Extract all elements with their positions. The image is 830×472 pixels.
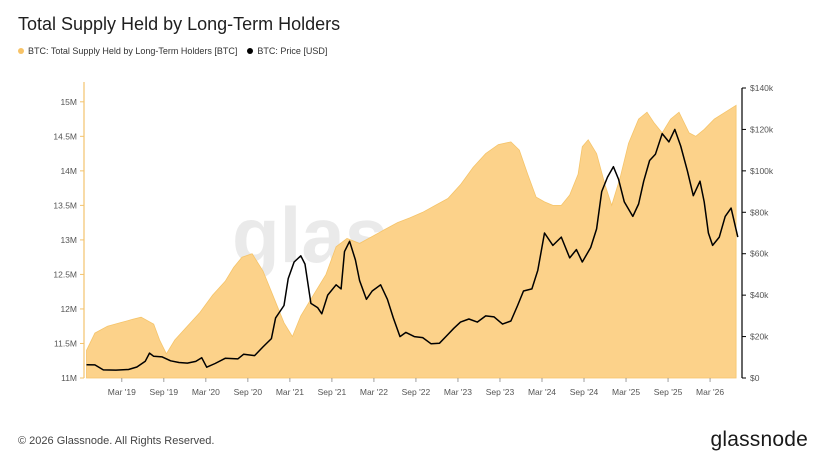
x-axis-tick-label: Mar '25 bbox=[612, 387, 640, 397]
legend-label-lth-supply: BTC: Total Supply Held by Long-Term Hold… bbox=[28, 46, 238, 56]
x-axis-tick-label: Sep '25 bbox=[654, 387, 683, 397]
chart-title: Total Supply Held by Long-Term Holders bbox=[18, 14, 341, 34]
x-axis-tick-label: Mar '22 bbox=[360, 387, 388, 397]
left-axis-tick-label: 14.5M bbox=[53, 131, 77, 141]
left-axis-tick-label: 15M bbox=[60, 97, 77, 107]
right-axis-tick-label: $140k bbox=[750, 83, 774, 93]
right-axis-tick-label: $20k bbox=[750, 332, 769, 342]
left-axis-tick-label: 11M bbox=[61, 373, 77, 383]
x-axis-tick-label: Sep '24 bbox=[570, 387, 599, 397]
legend-swatch-lth-supply bbox=[18, 48, 24, 54]
x-axis-tick-label: Sep '19 bbox=[150, 387, 179, 397]
left-axis-tick-label: 14M bbox=[60, 166, 77, 176]
x-axis-tick-label: Sep '21 bbox=[318, 387, 347, 397]
x-axis-tick-label: Mar '26 bbox=[696, 387, 724, 397]
right-axis-tick-label: $100k bbox=[750, 166, 774, 176]
legend-item-price[interactable]: BTC: Price [USD] bbox=[247, 46, 327, 56]
price-line-layer bbox=[86, 128, 739, 371]
axes-layer: 11M 11.5M 12M 12.5M 13M 13.5M 14M 14.5M 15M $0 $20… bbox=[53, 82, 774, 397]
glassnode-logo[interactable]: glassnode bbox=[710, 428, 808, 451]
x-axis-tick-label: Sep '20 bbox=[234, 387, 263, 397]
copyright-text: © 2026 Glassnode. All Rights Reserved. bbox=[18, 435, 215, 447]
x-axis-tick-label: Mar '20 bbox=[192, 387, 220, 397]
left-axis-tick-label: 13.5M bbox=[53, 200, 77, 210]
left-axis-tick-label: 11.5M bbox=[54, 338, 77, 348]
left-axis-tick-label: 13M bbox=[60, 235, 77, 245]
right-axis-tick-label: $120k bbox=[750, 124, 774, 134]
lth-supply-area bbox=[86, 104, 737, 379]
left-axis-tick-label: 12.5M bbox=[53, 269, 77, 279]
legend-label-price: BTC: Price [USD] bbox=[257, 46, 328, 56]
legend-item-lth-supply[interactable]: BTC: Total Supply Held by Long-Term Hold… bbox=[18, 46, 237, 56]
right-axis-tick-label: $60k bbox=[750, 249, 769, 259]
lth-supply-area-layer bbox=[86, 104, 737, 379]
x-axis-tick-label: Mar '24 bbox=[528, 387, 556, 397]
right-axis-tick-label: $80k bbox=[750, 207, 769, 217]
price-line bbox=[86, 128, 739, 371]
x-axis-tick-label: Mar '19 bbox=[108, 387, 136, 397]
x-axis-tick-label: Sep '23 bbox=[486, 387, 515, 397]
legend-swatch-price bbox=[247, 48, 254, 54]
right-axis-tick-label: $0 bbox=[750, 373, 760, 383]
x-axis-tick-label: Sep '22 bbox=[402, 387, 431, 397]
left-axis-tick-label: 12M bbox=[60, 304, 77, 314]
right-axis-tick-label: $40k bbox=[750, 290, 769, 300]
x-axis-tick-label: Mar '21 bbox=[276, 387, 304, 397]
x-axis-tick-label: Mar '23 bbox=[444, 387, 472, 397]
chart-legend: BTC: Total Supply Held by Long-Term Hold… bbox=[18, 46, 327, 56]
